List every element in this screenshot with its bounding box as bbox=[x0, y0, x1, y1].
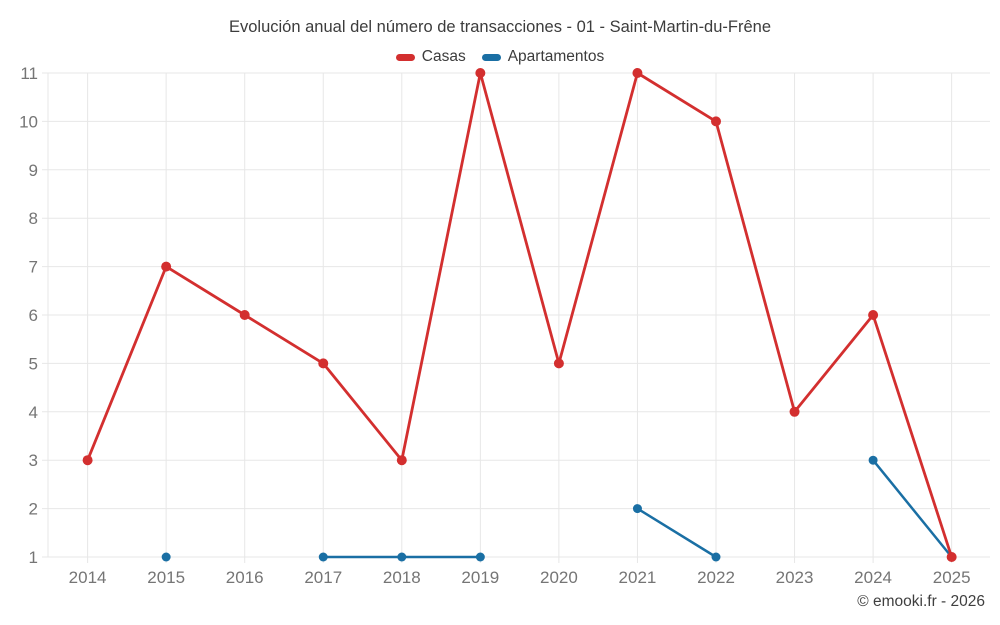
data-point-apartamentos-2015[interactable] bbox=[161, 552, 171, 562]
y-tick-label: 7 bbox=[29, 258, 38, 277]
x-tick-label: 2021 bbox=[619, 568, 657, 587]
x-tick-label: 2017 bbox=[304, 568, 342, 587]
data-point-casas-2025[interactable] bbox=[946, 552, 957, 562]
y-tick-label: 9 bbox=[29, 161, 38, 180]
x-axis-labels: 2014 2015 2016 2017 2018 2019 2020 2021 2022 2023… bbox=[69, 568, 971, 587]
data-point-casas-2014[interactable] bbox=[82, 455, 93, 466]
data-point-casas-2023[interactable] bbox=[789, 406, 800, 417]
y-tick-label: 11 bbox=[20, 64, 38, 83]
x-tick-label: 2018 bbox=[383, 568, 421, 587]
x-tick-label: 2016 bbox=[226, 568, 264, 587]
legend-item-apartamentos[interactable]: Apartamentos bbox=[481, 48, 605, 66]
x-tick-label: 2014 bbox=[69, 568, 107, 587]
x-tick-label: 2023 bbox=[776, 568, 814, 587]
data-point-casas-2015[interactable] bbox=[161, 261, 172, 272]
x-tick-label: 2024 bbox=[854, 568, 892, 587]
data-point-casas-2016[interactable] bbox=[239, 310, 250, 320]
data-point-casas-2022[interactable] bbox=[711, 116, 721, 127]
legend-label: Casas bbox=[421, 48, 466, 65]
data-point-apartamentos-2018[interactable] bbox=[397, 552, 407, 562]
data-point-apartamentos-2024[interactable] bbox=[868, 455, 878, 465]
data-point-apartamentos-2019[interactable] bbox=[475, 552, 485, 562]
data-point-casas-2018[interactable] bbox=[396, 455, 407, 466]
data-point-casas-2019[interactable] bbox=[475, 68, 486, 78]
data-point-casas-2024[interactable] bbox=[868, 310, 879, 320]
y-tick-label: 4 bbox=[29, 403, 38, 422]
y-tick-label: 1 bbox=[29, 548, 38, 567]
x-tick-label: 2020 bbox=[540, 568, 578, 587]
series-casas bbox=[82, 68, 957, 562]
y-tick-label: 5 bbox=[29, 354, 38, 373]
data-point-apartamentos-2017[interactable] bbox=[318, 552, 328, 562]
grid bbox=[42, 72, 990, 563]
legend-marker-icon bbox=[395, 53, 415, 61]
chart-title: Evolución anual del número de transaccio… bbox=[228, 18, 772, 36]
data-point-casas-2020[interactable] bbox=[553, 358, 564, 369]
data-point-apartamentos-2021[interactable] bbox=[632, 504, 642, 514]
data-point-casas-2021[interactable] bbox=[632, 68, 643, 78]
y-tick-label: 2 bbox=[29, 500, 38, 519]
x-tick-label: 2015 bbox=[147, 568, 185, 587]
y-tick-label: 3 bbox=[29, 451, 38, 470]
legend-label: Apartamentos bbox=[507, 48, 605, 65]
x-tick-label: 2022 bbox=[697, 568, 735, 587]
chart-legend: Casas Apartamentos bbox=[0, 48, 1000, 66]
y-tick-label: 8 bbox=[29, 209, 38, 228]
y-axis-labels: 1 2 3 4 5 6 7 8 9 10 11 bbox=[19, 64, 38, 567]
x-tick-label: 2019 bbox=[461, 568, 499, 587]
x-tick-label: 2025 bbox=[933, 568, 971, 587]
data-point-apartamentos-2022[interactable] bbox=[711, 552, 721, 562]
copyright-text: © emooki.fr - 2026 bbox=[857, 593, 985, 610]
legend-item-casas[interactable]: Casas bbox=[395, 48, 466, 66]
legend-marker-icon bbox=[481, 53, 501, 61]
data-point-casas-2017[interactable] bbox=[318, 358, 329, 369]
y-tick-label: 10 bbox=[19, 112, 38, 131]
y-tick-label: 6 bbox=[29, 306, 38, 325]
